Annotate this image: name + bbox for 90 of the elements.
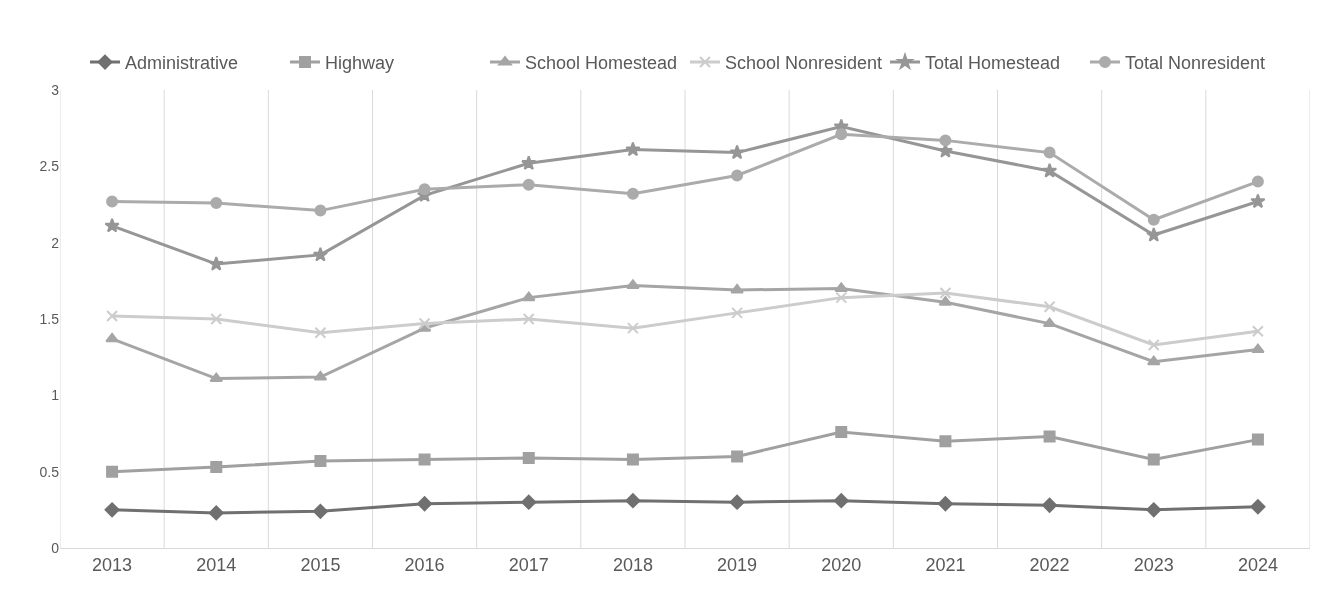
- point: [314, 454, 327, 467]
- x-tick-label: 2024: [1237, 554, 1278, 575]
- point: [1147, 213, 1160, 226]
- point: [417, 496, 433, 512]
- y-tick-label: 1: [51, 387, 60, 404]
- point: [1043, 430, 1056, 443]
- point: [1043, 300, 1056, 313]
- point: [104, 502, 120, 518]
- point: [312, 246, 329, 262]
- point: [210, 196, 223, 209]
- point: [626, 279, 640, 289]
- point: [835, 425, 848, 438]
- point: [312, 503, 328, 519]
- point: [314, 326, 327, 339]
- point: [731, 450, 744, 463]
- point: [208, 505, 224, 521]
- x-tick-label: 2016: [404, 554, 445, 575]
- point: [1146, 355, 1161, 366]
- point: [1041, 162, 1058, 178]
- point: [625, 493, 641, 509]
- point: [521, 291, 536, 302]
- x-tick-label: 2015: [300, 554, 341, 575]
- legend-label: Total Homestead: [925, 53, 1061, 74]
- x-tick-label: 2022: [1029, 554, 1070, 575]
- point: [1147, 338, 1160, 351]
- point: [1251, 325, 1264, 338]
- point: [522, 451, 535, 464]
- x-tick-label: 2020: [821, 554, 862, 575]
- x-tick-label: 2018: [612, 554, 653, 575]
- point: [937, 496, 953, 512]
- point: [1250, 499, 1266, 515]
- y-tick-label: 0.5: [39, 463, 60, 480]
- point: [314, 204, 327, 217]
- point: [106, 195, 119, 208]
- point: [210, 461, 223, 474]
- point: [1147, 453, 1160, 466]
- legend-label: Administrative: [125, 53, 239, 74]
- point: [1250, 193, 1266, 209]
- point: [939, 287, 952, 300]
- x-tick-label: 2017: [508, 554, 549, 575]
- point: [731, 169, 744, 182]
- legend-label: School Homestead: [525, 53, 678, 74]
- point: [418, 453, 431, 466]
- x-tick-label: 2013: [92, 554, 133, 575]
- point: [731, 306, 744, 319]
- y-tick-label: 2: [51, 234, 60, 251]
- point: [1146, 227, 1162, 242]
- point: [1251, 433, 1264, 446]
- point: [729, 144, 745, 160]
- x-tick-label: 2023: [1133, 554, 1174, 575]
- point: [1146, 502, 1162, 518]
- y-tick-label: 1.5: [39, 310, 60, 327]
- point: [104, 217, 120, 233]
- x-tick-label: 2021: [925, 554, 966, 575]
- point: [626, 453, 639, 466]
- y-tick-label: 0: [51, 539, 60, 556]
- point: [1042, 317, 1057, 328]
- point: [105, 332, 119, 343]
- point: [626, 322, 639, 335]
- point: [210, 313, 223, 325]
- legend-label: Total Nonresident: [1125, 53, 1266, 74]
- point: [626, 187, 639, 200]
- point: [730, 283, 744, 294]
- point: [418, 183, 431, 196]
- point: [522, 178, 535, 191]
- legend-label: School Nonresident: [725, 53, 883, 74]
- point: [1251, 175, 1264, 188]
- x-tick-label: 2019: [717, 554, 758, 575]
- point: [625, 141, 641, 157]
- y-tick-label: 2.5: [39, 158, 60, 175]
- point: [835, 291, 848, 304]
- point: [939, 134, 952, 147]
- point: [418, 317, 431, 330]
- point: [208, 256, 224, 271]
- y-tick-label: 3: [51, 81, 60, 98]
- point: [522, 313, 535, 325]
- point: [1043, 146, 1056, 159]
- point: [521, 494, 537, 510]
- point: [521, 155, 537, 170]
- point: [1042, 497, 1058, 513]
- point: [1251, 343, 1265, 354]
- legend-label: Highway: [325, 53, 395, 74]
- point: [106, 465, 119, 478]
- point: [106, 309, 119, 322]
- point: [209, 372, 224, 383]
- point: [833, 493, 849, 509]
- x-tick-label: 2014: [196, 554, 237, 575]
- point: [835, 128, 848, 141]
- point: [939, 435, 952, 448]
- point: [729, 494, 745, 510]
